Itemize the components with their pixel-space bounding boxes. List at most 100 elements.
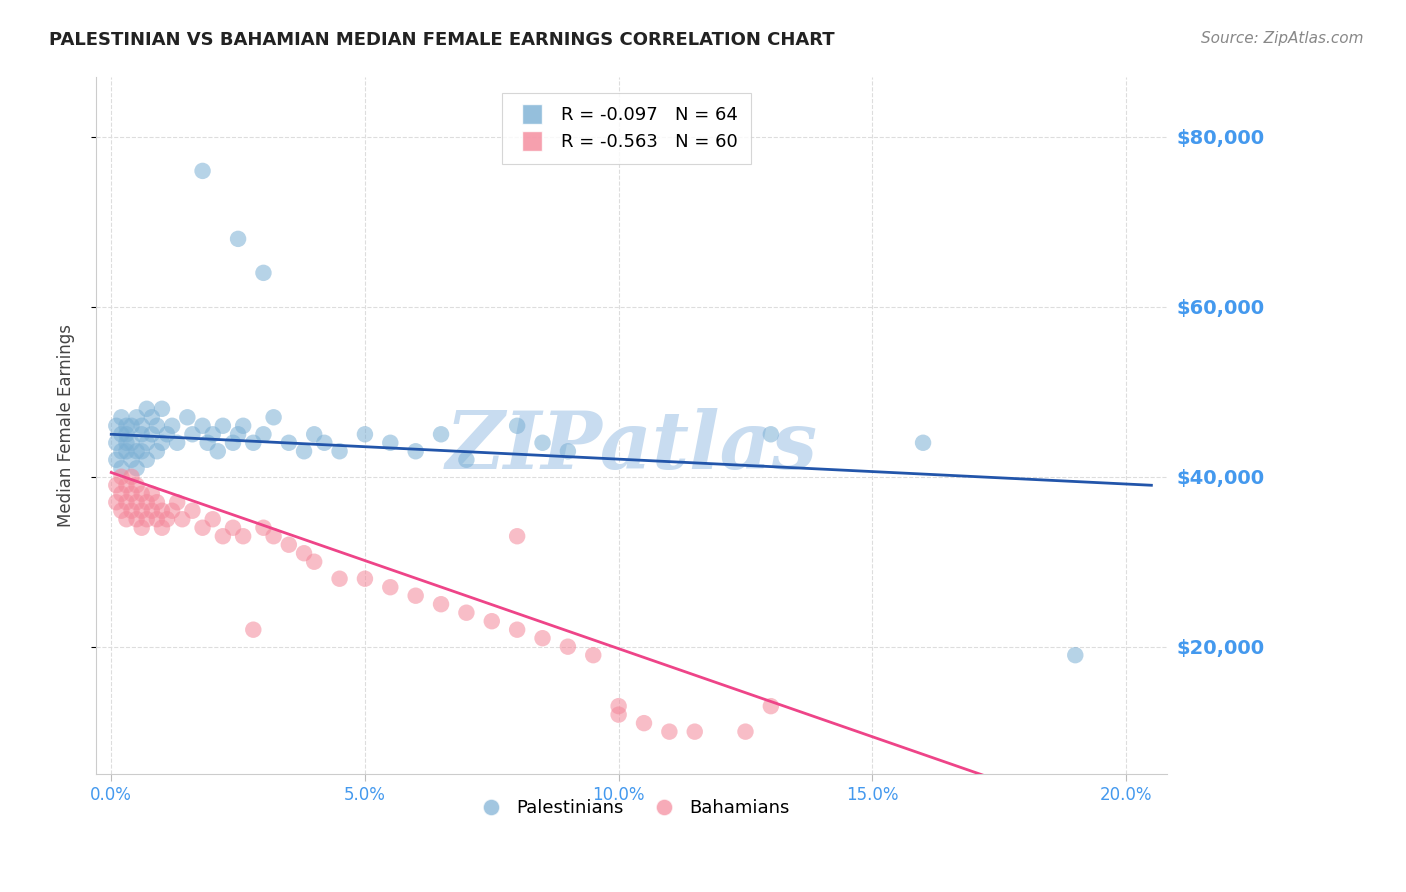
Point [131, 487, 153, 501]
Point [166, 435, 188, 450]
Point [201, 427, 224, 442]
Point [430, 597, 453, 611]
Point [506, 623, 529, 637]
Point [191, 418, 214, 433]
Point [531, 631, 554, 645]
Point [263, 529, 285, 543]
Point [380, 435, 402, 450]
Point [658, 724, 681, 739]
Point [146, 512, 169, 526]
Point [115, 435, 138, 450]
Point [110, 461, 132, 475]
Text: ZIPatlas: ZIPatlas [446, 408, 817, 485]
Point [121, 487, 143, 501]
Point [150, 401, 173, 416]
Point [912, 435, 935, 450]
Point [150, 504, 173, 518]
Point [146, 418, 169, 433]
Point [121, 504, 143, 518]
Point [115, 427, 138, 442]
Point [125, 461, 148, 475]
Point [197, 435, 219, 450]
Point [191, 164, 214, 178]
Point [135, 435, 157, 450]
Point [125, 512, 148, 526]
Point [1064, 648, 1087, 663]
Point [156, 512, 179, 526]
Point [263, 410, 285, 425]
Point [125, 495, 148, 509]
Point [141, 504, 163, 518]
Point [252, 266, 274, 280]
Point [125, 478, 148, 492]
Point [131, 427, 153, 442]
Point [110, 444, 132, 458]
Point [181, 427, 204, 442]
Point [633, 716, 655, 731]
Point [121, 469, 143, 483]
Point [150, 521, 173, 535]
Point [456, 606, 478, 620]
Point [135, 401, 157, 416]
Point [160, 504, 183, 518]
Point [607, 707, 630, 722]
Point [135, 495, 157, 509]
Point [292, 546, 315, 560]
Point [105, 452, 128, 467]
Point [380, 580, 402, 594]
Point [252, 521, 274, 535]
Point [110, 469, 132, 483]
Point [481, 614, 503, 628]
Point [302, 427, 325, 442]
Point [141, 487, 163, 501]
Point [252, 427, 274, 442]
Point [105, 495, 128, 509]
Point [314, 435, 336, 450]
Point [557, 444, 579, 458]
Point [110, 410, 132, 425]
Point [156, 427, 179, 442]
Point [176, 410, 198, 425]
Point [105, 478, 128, 492]
Point [125, 444, 148, 458]
Point [232, 529, 254, 543]
Point [135, 452, 157, 467]
Point [226, 232, 249, 246]
Point [115, 495, 138, 509]
Point [222, 435, 245, 450]
Point [115, 512, 138, 526]
Point [456, 452, 478, 467]
Point [121, 452, 143, 467]
Point [150, 435, 173, 450]
Point [135, 512, 157, 526]
Point [557, 640, 579, 654]
Y-axis label: Median Female Earnings: Median Female Earnings [58, 325, 75, 527]
Point [277, 538, 299, 552]
Point [242, 623, 264, 637]
Point [405, 589, 427, 603]
Text: Source: ZipAtlas.com: Source: ZipAtlas.com [1201, 31, 1364, 46]
Point [607, 699, 630, 714]
Point [110, 487, 132, 501]
Point [201, 512, 224, 526]
Point [242, 435, 264, 450]
Legend: Palestinians, Bahamians: Palestinians, Bahamians [465, 792, 797, 824]
Point [759, 699, 782, 714]
Point [506, 418, 529, 433]
Point [146, 444, 169, 458]
Point [110, 504, 132, 518]
Point [121, 418, 143, 433]
Point [506, 529, 529, 543]
Point [115, 444, 138, 458]
Point [172, 512, 194, 526]
Point [131, 521, 153, 535]
Point [683, 724, 706, 739]
Point [121, 435, 143, 450]
Point [405, 444, 427, 458]
Point [146, 495, 169, 509]
Point [222, 521, 245, 535]
Point [105, 435, 128, 450]
Point [105, 418, 128, 433]
Point [354, 572, 377, 586]
Point [329, 572, 352, 586]
